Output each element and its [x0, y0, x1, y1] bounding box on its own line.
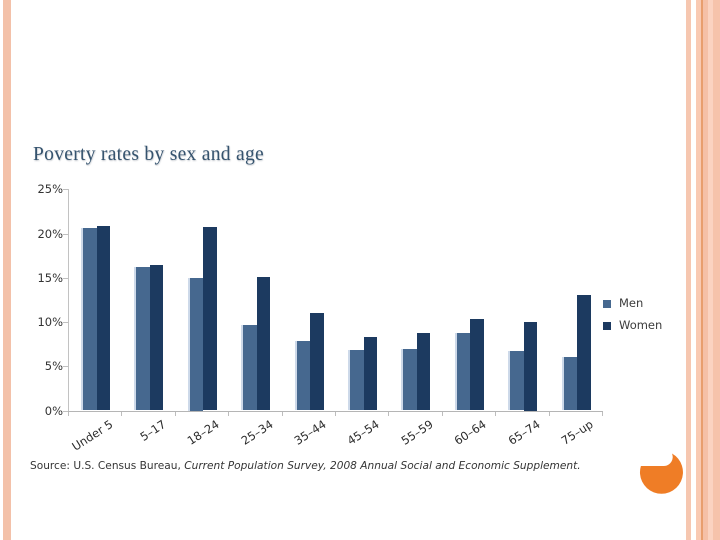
legend-label-men: Men [619, 296, 644, 310]
bar-men-60-64 [456, 332, 471, 411]
chart-title: Poverty rates by sex and age [33, 144, 264, 165]
y-axis-label-10-: 10% [37, 315, 63, 329]
men-series-swatch [603, 299, 611, 308]
y-axis-tick [63, 277, 68, 279]
y-axis-label-5-: 5% [44, 359, 63, 374]
right-border-stripe-5 [708, 0, 713, 540]
x-axis-tick [174, 411, 176, 416]
bar-women-60-64 [470, 319, 484, 411]
bar-men-35-44 [296, 341, 311, 411]
x-axis-label-under-5: Under 5 [69, 416, 116, 454]
bar-women-35-44 [310, 313, 324, 411]
x-axis-label-65-74: 65–74 [505, 416, 543, 448]
bar-men-55-59 [403, 349, 417, 411]
legend-item-men: Men [603, 297, 662, 310]
bar-men-75-up [563, 356, 578, 411]
bar-men-18-24 [189, 277, 204, 411]
y-axis-tick [63, 366, 68, 368]
x-axis-label-60-64: 60–64 [451, 416, 489, 448]
y-axis-label-20-: 20% [37, 226, 63, 241]
x-axis-label-35-44: 35–44 [291, 416, 329, 448]
y-axis-line [68, 189, 69, 411]
bar-women-45-54 [363, 337, 377, 411]
x-axis-tick [228, 411, 230, 416]
bar-women-55-59 [416, 332, 431, 411]
x-axis-tick [281, 411, 283, 416]
x-axis-label-5-17: 5–17 [137, 416, 169, 444]
y-axis-tick [63, 322, 68, 323]
women-series-swatch [603, 321, 611, 330]
y-axis-tick [63, 410, 68, 412]
right-border-stripe-1 [686, 0, 691, 540]
orange-accent-shape [639, 453, 683, 494]
left-border-stripe [3, 0, 11, 540]
bar-women-under-5 [96, 225, 110, 411]
source-citation-italic: Current Population Survey, 2008 Annual S… [184, 460, 581, 472]
bar-men-45-54 [350, 350, 364, 411]
y-axis-label-15-: 15% [37, 270, 63, 285]
x-axis-tick [548, 411, 550, 416]
bar-women-18-24 [203, 227, 217, 411]
source-citation-prefix: Source: U.S. Census Bureau, [30, 460, 185, 472]
x-axis-tick [335, 411, 336, 416]
right-border-stripe-3 [701, 0, 703, 540]
bar-men-5-17 [136, 267, 150, 411]
x-axis-label-75-up: 75–up [558, 416, 596, 448]
x-axis-label-18-24: 18–24 [184, 416, 222, 448]
bar-women-5-17 [149, 265, 164, 411]
y-axis-tick [63, 233, 68, 235]
x-axis-tick [68, 411, 69, 416]
bar-men-25-34 [243, 324, 257, 411]
x-axis-tick [121, 411, 123, 416]
x-axis-label-25-34: 25–34 [238, 416, 276, 448]
x-axis-tick [602, 411, 603, 416]
right-border-stripe-2 [696, 0, 701, 540]
x-axis-label-55-59: 55–59 [398, 416, 436, 448]
y-axis-label-0-: 0% [44, 403, 63, 418]
source-citation: Source: U.S. Census Bureau, Current Popu… [30, 460, 630, 472]
y-axis-label-25-: 25% [37, 182, 63, 197]
x-axis-tick [495, 411, 497, 416]
x-axis-line [68, 410, 603, 412]
right-border-stripe-6 [713, 0, 720, 540]
x-axis-label-45-54: 45–54 [345, 416, 383, 448]
legend-item-women: Women [603, 319, 662, 332]
legend-label-women: Women [619, 318, 663, 332]
bar-men-under-5 [83, 228, 97, 411]
x-axis-tick [441, 411, 443, 416]
bar-women-65-74 [523, 322, 538, 411]
x-axis-tick [388, 411, 390, 416]
bar-men-65-74 [510, 351, 524, 411]
right-border-stripe-4 [703, 0, 708, 540]
y-axis-tick [63, 189, 68, 191]
chart-legend: Men Women [603, 297, 662, 341]
bar-women-75-up [577, 295, 591, 411]
bar-women-25-34 [256, 276, 271, 411]
